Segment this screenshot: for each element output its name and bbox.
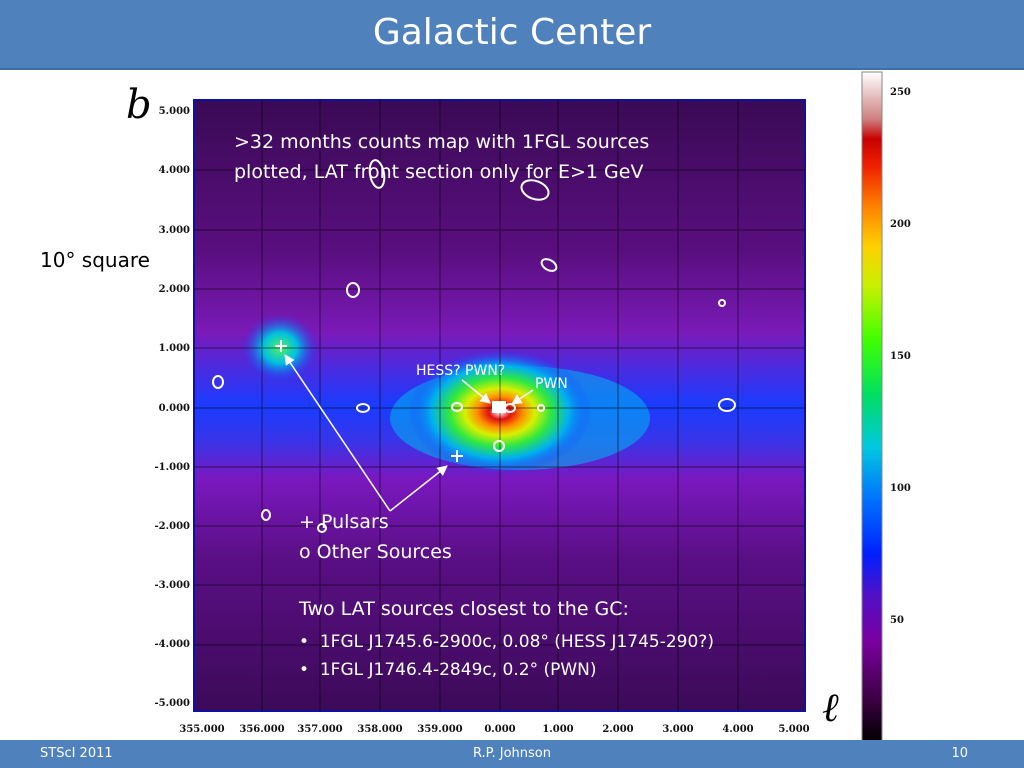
y-tick-label: 4.000: [158, 165, 190, 176]
x-tick-label: 357.000: [297, 724, 343, 735]
x-tick-label: 358.000: [357, 724, 403, 735]
y-tick-label: 0.000: [158, 403, 190, 414]
list-item: • 1FGL J1745.6-2900c, 0.08° (HESS J1745-…: [299, 632, 714, 652]
map-grid: [194, 100, 805, 711]
source-marker: [718, 398, 736, 412]
y-tick-label: -1.000: [154, 462, 190, 473]
y-tick-label: -4.000: [154, 639, 190, 650]
source-marker: [346, 282, 360, 298]
other-sources: [212, 159, 736, 533]
y-tick-label: 3.000: [158, 225, 190, 236]
arrow-pulsar-2: [389, 465, 448, 512]
bullet-icon: •: [299, 632, 320, 652]
map-description: >32 months counts map with 1FGL sources …: [234, 127, 649, 187]
bullet-icon: •: [299, 660, 320, 680]
slide-title: Galactic Center: [372, 12, 652, 53]
pulsar-plus: [451, 450, 463, 462]
footer-bar: STScI 2011 R.P. Johnson 10: [0, 740, 1024, 768]
x-tick-label: 355.000: [179, 724, 225, 735]
source-marker: [212, 375, 224, 389]
title-bar: Galactic Center: [0, 0, 1024, 70]
y-tick-label: 5.000: [158, 106, 190, 117]
colorbar-tick-label: 250: [890, 87, 911, 98]
closest-sources-heading: Two LAT sources closest to the GC:: [299, 598, 629, 620]
source-marker: [493, 440, 505, 452]
colorbar-tick-label: 200: [890, 219, 911, 230]
x-tick-label: 4.000: [722, 724, 754, 735]
footer-author: R.P. Johnson: [472, 746, 551, 761]
source-marker: [451, 402, 463, 412]
arrow-pwn: [511, 389, 534, 405]
pulsar-markers: [275, 340, 463, 462]
x-tick-label: 2.000: [602, 724, 634, 735]
list-item: • 1FGL J1746.4-2849c, 0.2° (PWN): [299, 660, 597, 680]
source-marker: [718, 299, 726, 307]
source-marker: [520, 179, 550, 201]
y-tick-label: -2.000: [154, 521, 190, 532]
arrow-pulsar-1: [284, 354, 391, 512]
source-marker: [261, 509, 271, 521]
y-tick-label: 1.000: [158, 343, 190, 354]
hess-label: HESS? PWN?: [416, 363, 506, 379]
x-tick-label: 359.000: [417, 724, 463, 735]
x-tick-label: 0.000: [484, 724, 516, 735]
pwn-label: PWN: [535, 376, 568, 392]
colorbar: [862, 72, 882, 742]
source-marker: [537, 404, 545, 412]
source-marker: [317, 523, 327, 533]
square-size-label: 10° square: [40, 248, 150, 272]
source-marker: [356, 403, 370, 413]
legend-pulsars: + Pulsars: [299, 511, 389, 533]
marker-legend: + Pulsars o Other Sources: [299, 507, 452, 567]
b-axis-symbol: b: [126, 82, 152, 128]
y-tick-label: -5.000: [154, 698, 190, 709]
source-marker: [368, 159, 386, 189]
closest-sources-list: • 1FGL J1745.6-2900c, 0.08° (HESS J1745-…: [299, 628, 714, 684]
y-tick-label: -3.000: [154, 580, 190, 591]
source-marker: [540, 258, 558, 272]
gc-source-marker: [492, 401, 506, 413]
annotation-arrows: [284, 354, 534, 512]
x-tick-label: 3.000: [662, 724, 694, 735]
y-tick-label: 2.000: [158, 284, 190, 295]
x-tick-label: 5.000: [778, 724, 810, 735]
footer-page-number: 10: [951, 746, 968, 761]
description-line: >32 months counts map with 1FGL sources: [234, 131, 650, 153]
l-axis-symbol: ℓ: [822, 685, 839, 731]
colorbar-tick-label: 50: [890, 615, 904, 626]
colorbar-tick-label: 100: [890, 483, 911, 494]
x-tick-label: 356.000: [239, 724, 285, 735]
footer-venue: STScI 2011: [40, 746, 113, 761]
colorbar-tick-label: 150: [890, 351, 911, 362]
x-tick-label: 1.000: [542, 724, 574, 735]
pulsar-plus: [275, 340, 287, 352]
description-line: plotted, LAT front section only for E>1 …: [234, 161, 644, 183]
arrow-hess: [461, 379, 491, 404]
legend-other-sources: o Other Sources: [299, 541, 452, 563]
